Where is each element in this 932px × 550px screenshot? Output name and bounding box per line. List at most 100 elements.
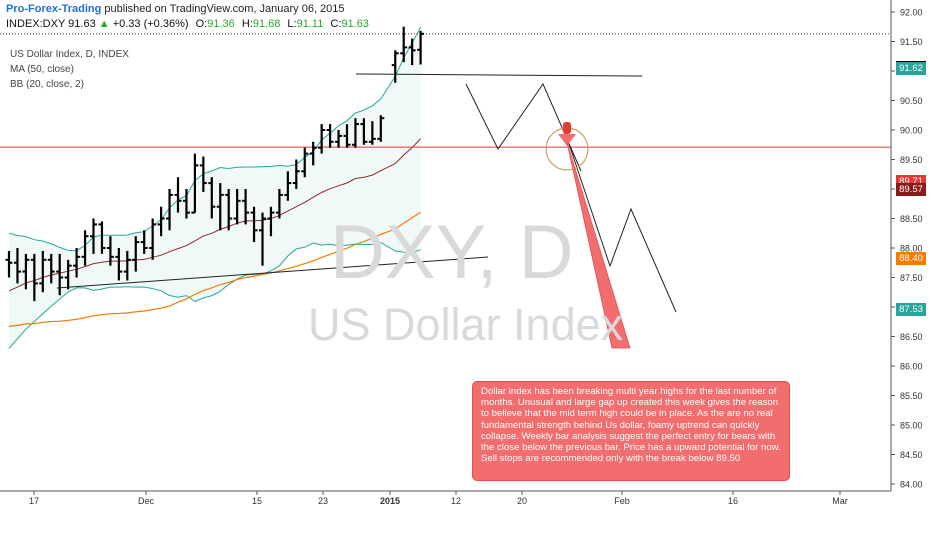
ohlc-bar — [216, 183, 224, 231]
y-tick-label: 87.50 — [900, 273, 923, 283]
price-chart[interactable]: 84.0084.5085.0085.5086.0086.5087.0087.50… — [0, 0, 932, 516]
ohlc-bar — [408, 38, 416, 66]
y-tick-label: 90.00 — [900, 126, 923, 136]
ohlc-bar — [225, 189, 233, 231]
price-tag: 88.40 — [896, 251, 926, 265]
close-value: 91.63 — [341, 18, 369, 30]
y-tick-label: 91.50 — [900, 37, 923, 47]
ohlc-bar — [149, 218, 157, 260]
ohlc-bars — [5, 26, 425, 302]
study-title: US Dollar Index, D, INDEX — [10, 49, 129, 60]
bollinger-band-fill — [9, 27, 421, 349]
ohlc-bar — [123, 250, 131, 281]
ohlc-bar — [174, 177, 182, 213]
ohlc-bar — [368, 121, 376, 145]
y-tick-label: 89.50 — [900, 155, 923, 165]
ohlc-bar — [191, 153, 199, 214]
change-value: +0.33 (+0.36%) — [112, 18, 189, 30]
x-axis: 17 Dec 15 23 2015 12 20 Feb 16 Mar — [29, 491, 848, 506]
ohlc-bar — [351, 118, 359, 148]
ohlc-bar — [292, 159, 300, 189]
x-tick-label: Dec — [138, 496, 155, 506]
ohlc-bar — [199, 156, 207, 192]
ohlc-bar — [335, 130, 343, 148]
analysis-note[interactable]: Dollar index has been breaking multi yea… — [472, 381, 790, 481]
ohlc-bar — [208, 177, 216, 219]
y-tick-label: 88.50 — [900, 214, 923, 224]
ohlc-bar — [233, 189, 241, 225]
ohlc-bar — [343, 124, 351, 148]
price-tag: 89.57 — [896, 182, 926, 196]
ohlc-bar — [106, 236, 114, 266]
ohlc-bar — [259, 212, 266, 266]
y-tick-label: 92.00 — [900, 8, 923, 18]
y-tick-label: 85.00 — [900, 421, 923, 431]
ohlc-bar — [115, 248, 123, 281]
ohlc-bar — [275, 189, 283, 219]
ohlc-bar — [284, 171, 292, 201]
high-value: 91.68 — [252, 18, 281, 30]
open-value: 91.36 — [207, 18, 235, 30]
ohlc-bar — [301, 147, 309, 178]
ohlc-bar — [140, 230, 148, 254]
watermark-symbol: DXY, D — [330, 210, 574, 295]
close-label: C: — [330, 18, 342, 30]
y-tick-label: 86.50 — [900, 332, 923, 342]
ohlc-bar — [318, 124, 326, 154]
ohlc-bar — [132, 236, 140, 272]
y-tick-label: 85.50 — [900, 391, 923, 401]
study-ma-label[interactable]: MA (50, close) — [10, 64, 74, 75]
ohlc-bar — [166, 189, 174, 231]
ohlc-bar — [39, 250, 47, 293]
ohlc-bar — [64, 259, 72, 290]
price-tag: 91.62 — [896, 61, 926, 75]
study-bb-label[interactable]: BB (20, close, 2) — [10, 79, 84, 90]
down-arrow-icon-stem — [563, 122, 571, 134]
low-value: 91.11 — [296, 18, 324, 30]
low-label: L: — [287, 18, 297, 30]
ohlc-bar — [47, 253, 55, 284]
projected-path-lower[interactable] — [567, 140, 677, 313]
bollinger-lower-line — [8, 242, 421, 349]
change-arrow-icon: ▲ — [98, 18, 110, 30]
ohlc-bar — [326, 124, 334, 148]
publisher-link[interactable]: Pro-Forex-Trading — [6, 3, 102, 15]
y-axis: 84.0084.5085.0085.5086.0086.5087.0087.50… — [891, 8, 923, 490]
x-tick-label: Mar — [832, 496, 848, 506]
y-tick-label: 86.00 — [900, 362, 923, 372]
trendline-resistance[interactable] — [355, 73, 643, 77]
ohlc-bar — [81, 230, 89, 266]
x-tick-label: 20 — [517, 496, 527, 506]
down-arrow-icon — [558, 134, 576, 146]
projected-path-upper[interactable] — [465, 82, 582, 172]
ohlc-bar — [98, 221, 106, 254]
moving-average-line — [8, 211, 421, 327]
published-text: published on TradingView.com, January 06… — [104, 3, 345, 15]
x-tick-label: 16 — [728, 496, 738, 506]
ohlc-bar — [157, 206, 165, 237]
high-label: H: — [241, 18, 253, 30]
ohlc-bar — [73, 248, 81, 278]
x-tick-label: 15 — [252, 496, 262, 506]
last-price: 91.63 — [68, 18, 96, 30]
ohlc-bar — [360, 118, 368, 145]
x-tick-label: 2015 — [380, 496, 400, 506]
x-tick-label: Feb — [614, 496, 630, 506]
x-tick-label: 12 — [451, 496, 461, 506]
y-tick-label: 88.00 — [900, 244, 923, 254]
ohlc-bar — [267, 206, 275, 237]
ohlc-bar — [13, 248, 21, 284]
trendline-support[interactable] — [56, 256, 489, 289]
ohlc-bar — [417, 30, 425, 65]
ohlc-bar — [377, 115, 385, 142]
y-tick-label: 84.00 — [900, 480, 923, 490]
symbol-label: INDEX:DXY — [6, 18, 66, 30]
ohlc-bar — [90, 218, 97, 254]
ohlc-bar — [242, 189, 250, 225]
ohlc-bar — [182, 189, 190, 219]
open-label: O: — [195, 18, 208, 30]
ohlc-bar — [56, 253, 64, 296]
ohlc-bar — [22, 253, 30, 290]
y-tick-label: 90.50 — [900, 96, 923, 106]
y-tick-label: 84.50 — [900, 450, 923, 460]
